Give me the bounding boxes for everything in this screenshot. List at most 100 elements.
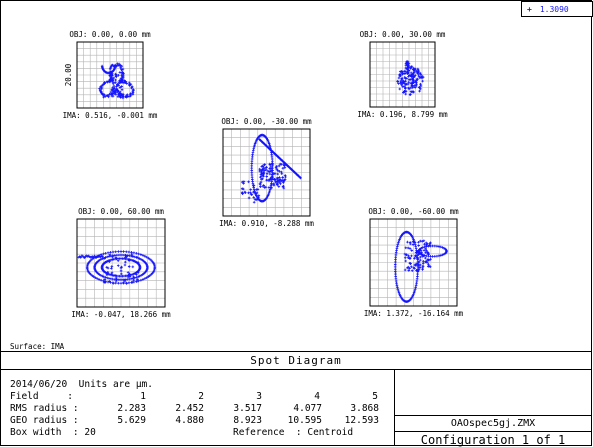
spot-ray — [394, 258, 397, 261]
field-value: 3 — [256, 391, 262, 402]
spot-ray — [406, 62, 410, 66]
spot-ray — [281, 176, 284, 179]
spot-ray — [416, 72, 420, 76]
spot-ray — [428, 242, 432, 246]
spot-ray — [417, 244, 420, 247]
spot-ray — [250, 171, 254, 175]
spot-ray — [130, 252, 134, 256]
spot-ray — [139, 278, 143, 282]
spot-ray — [411, 79, 415, 83]
spot-ray — [250, 173, 254, 177]
spot-ray — [433, 255, 437, 258]
spot-ray — [101, 274, 104, 278]
spot-ray — [396, 243, 400, 246]
spot-ray — [94, 276, 97, 279]
spot-ray — [264, 166, 268, 170]
spot-ray — [265, 172, 269, 175]
spot-ray — [268, 189, 271, 193]
spot-ray — [111, 250, 115, 254]
spot-ray — [396, 80, 400, 83]
spot-ray — [127, 265, 131, 268]
spot-ray — [115, 85, 118, 88]
spot-ray — [409, 262, 412, 266]
spot-ray — [394, 275, 397, 278]
spot-ray — [252, 145, 256, 149]
spot-ray — [114, 276, 118, 280]
spot-ray — [124, 81, 127, 84]
spot-ray — [118, 90, 122, 94]
spot-ray — [393, 267, 397, 271]
spot-ray — [127, 250, 131, 254]
spot-ray — [404, 253, 408, 257]
spot-ray — [431, 255, 434, 258]
obj-label: OBJ: 0.00, -30.00 mm — [221, 117, 312, 126]
spot-ray — [394, 272, 397, 276]
spot-ray — [411, 85, 415, 89]
spot-ray — [277, 164, 281, 168]
ima-label: IMA: 0.196, 8.799 mm — [357, 110, 448, 119]
spot-ray — [141, 254, 145, 257]
spot-ray — [267, 192, 270, 196]
field-label: Field : — [10, 391, 73, 402]
spot-ray — [419, 249, 423, 252]
spot-ray — [411, 240, 415, 243]
spot-ray — [128, 272, 131, 276]
spot-ray — [263, 186, 266, 189]
spot-ray — [101, 255, 104, 258]
spot-ray — [397, 76, 401, 80]
spot-ray — [143, 254, 147, 258]
spot-ray — [98, 88, 102, 92]
spot-ray — [416, 78, 419, 81]
spot-ray — [396, 287, 400, 291]
spot-ray — [125, 282, 128, 285]
spot-ray — [401, 85, 405, 88]
spot-ray — [283, 166, 287, 169]
spot-ray — [417, 253, 420, 256]
spot-ray — [410, 269, 414, 272]
spot-ray — [124, 95, 127, 99]
spot-ray — [409, 73, 413, 77]
spot-ray — [108, 93, 111, 96]
spot-ray — [437, 245, 441, 248]
spot-ray — [121, 71, 124, 74]
spot-ray — [253, 189, 256, 193]
spot-ray — [107, 277, 111, 280]
spot-ray — [120, 93, 123, 96]
spot-ray — [422, 249, 426, 252]
spot-ray — [132, 251, 136, 255]
ima-label: IMA: 0.910, -8.288 mm — [219, 219, 314, 228]
spot-ray — [282, 184, 285, 188]
ima-label: IMA: 1.372, -16.164 mm — [364, 309, 464, 318]
spot-ray — [410, 82, 414, 86]
spot-ray — [106, 280, 110, 284]
spot-ray — [145, 255, 148, 259]
spot-ray — [421, 265, 425, 268]
spot-ray — [270, 186, 273, 190]
spot-ray — [419, 87, 422, 91]
spot-ray — [282, 163, 286, 167]
spot-ray — [253, 142, 257, 145]
spot-ray — [425, 254, 428, 258]
spot-ray — [103, 278, 107, 281]
configuration-label: Configuration 1 of 1 — [395, 431, 591, 447]
spot-ray — [114, 78, 117, 82]
geo-label: GEO radius : — [10, 415, 79, 426]
surface-label: Surface: IMA — [10, 342, 65, 351]
spot-ray — [404, 259, 407, 263]
spot-ray — [403, 69, 407, 73]
spot-ray — [267, 142, 271, 145]
geo-value: 4.880 — [175, 415, 204, 426]
spot-ray — [419, 239, 422, 243]
spot-ray — [97, 278, 101, 281]
spot-ray — [277, 185, 281, 188]
spot-ray — [403, 89, 407, 93]
spot-ray — [267, 140, 270, 144]
spot-ray — [122, 250, 125, 253]
spot-ray — [135, 255, 139, 259]
spot-ray — [133, 276, 137, 280]
geo-value: 8.923 — [233, 415, 262, 426]
spot-ray — [262, 166, 266, 170]
spot-ray — [398, 292, 401, 296]
spot-ray — [405, 82, 408, 86]
spot-ray — [269, 175, 273, 179]
